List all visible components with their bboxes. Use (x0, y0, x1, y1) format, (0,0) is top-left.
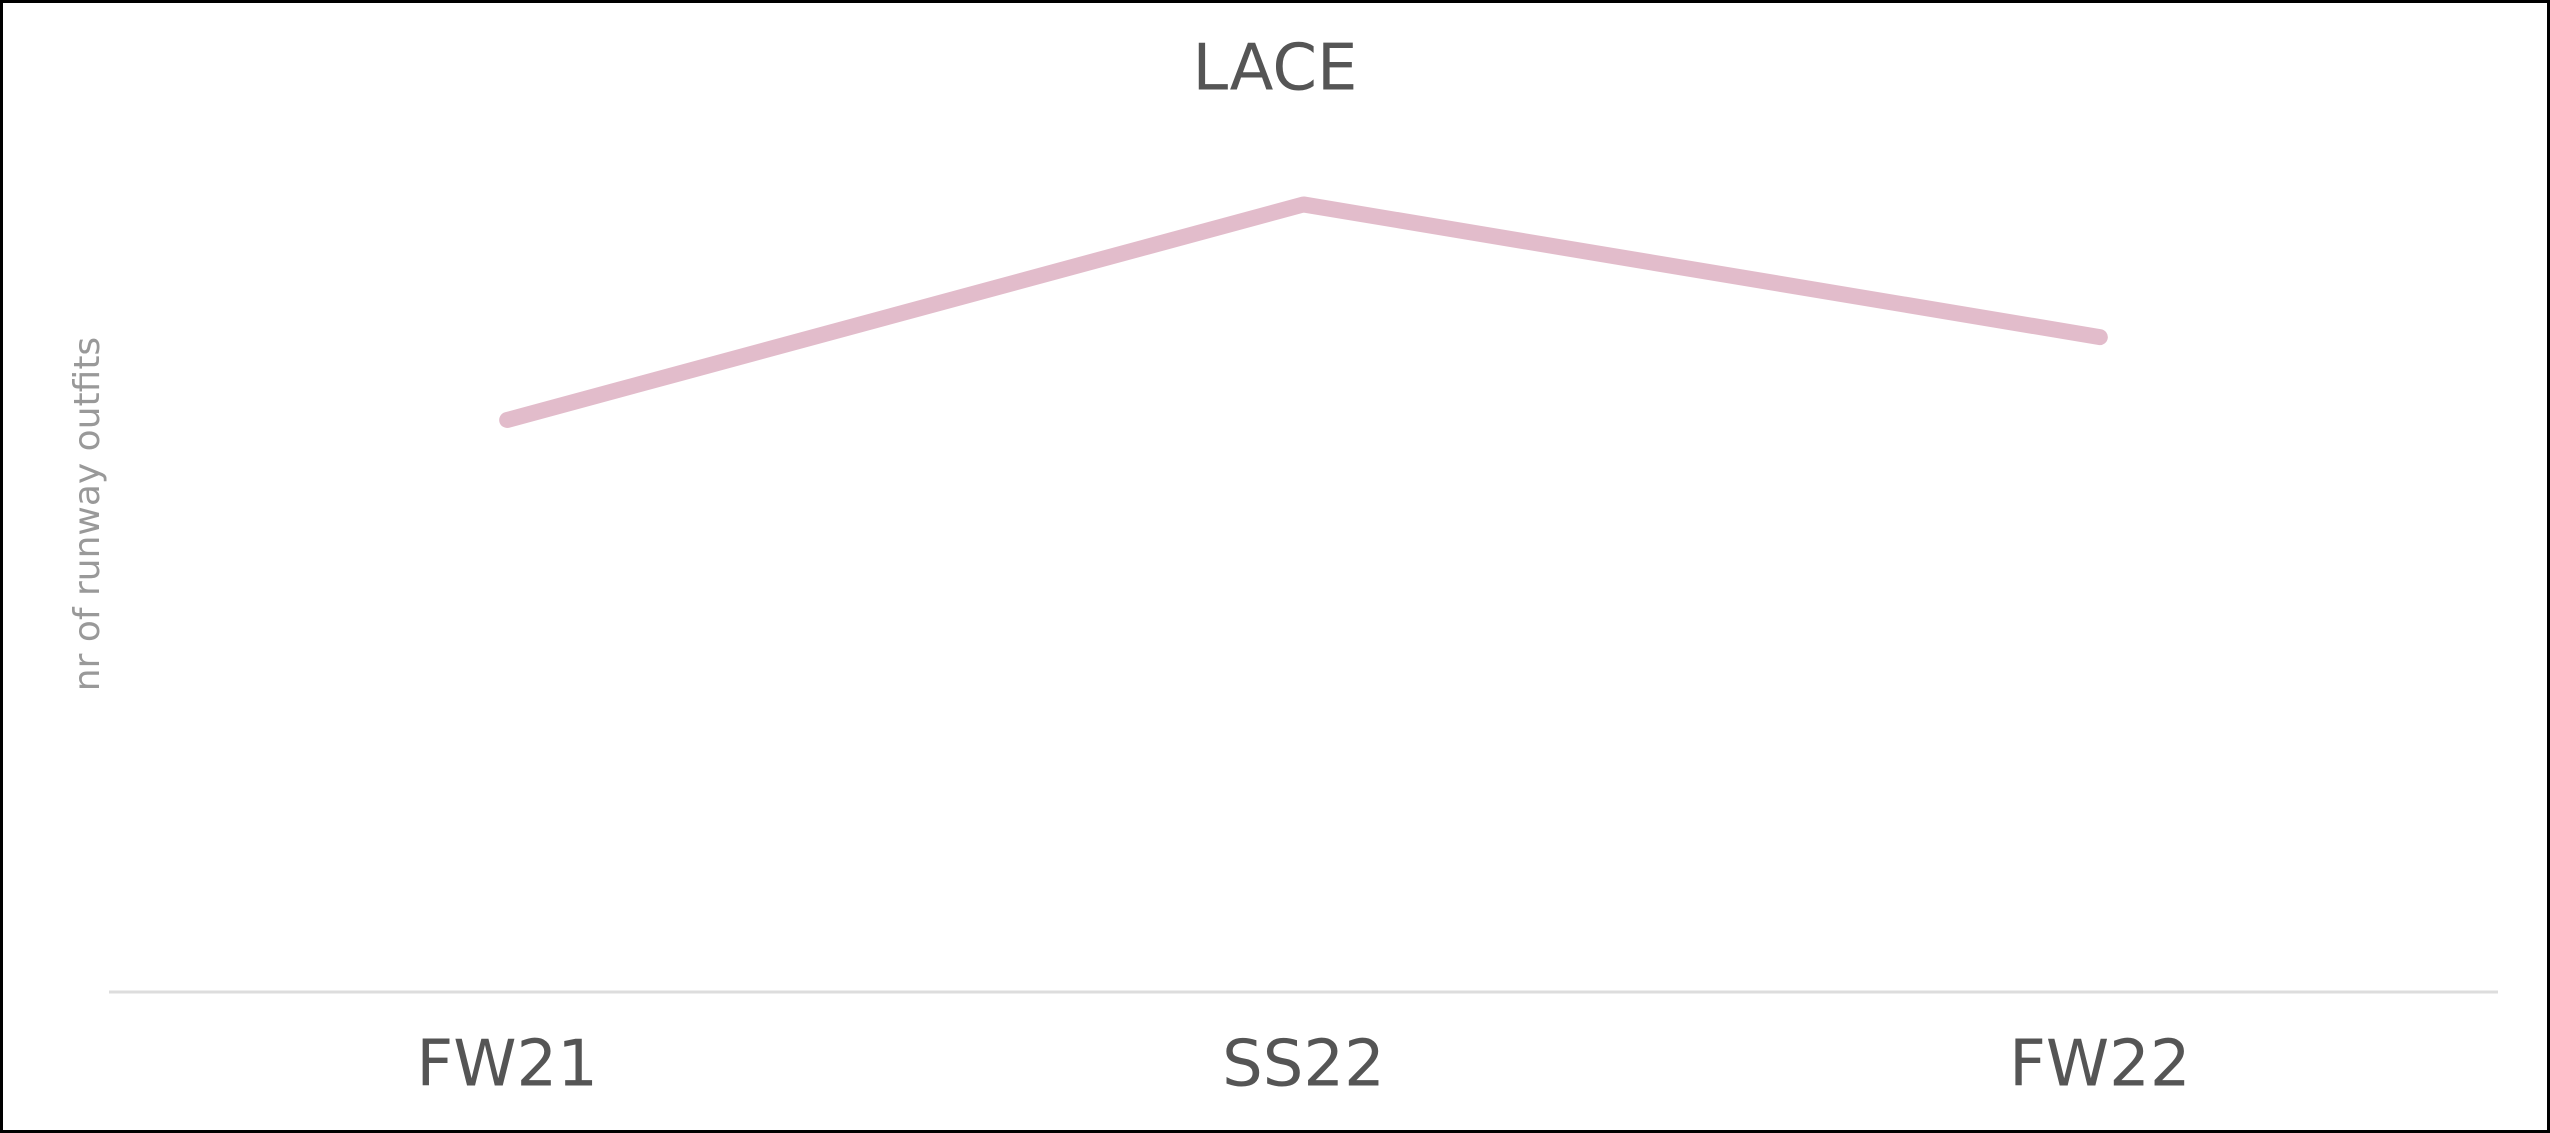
x-tick-label: FW22 (2009, 1028, 2191, 1102)
data-line (499, 196, 2108, 428)
chart-title: LACE (1193, 32, 1358, 106)
x-tick-label: FW21 (416, 1028, 598, 1102)
y-axis-label: nr of runway outfits (67, 337, 108, 691)
x-tick-label: SS22 (1222, 1028, 1385, 1102)
